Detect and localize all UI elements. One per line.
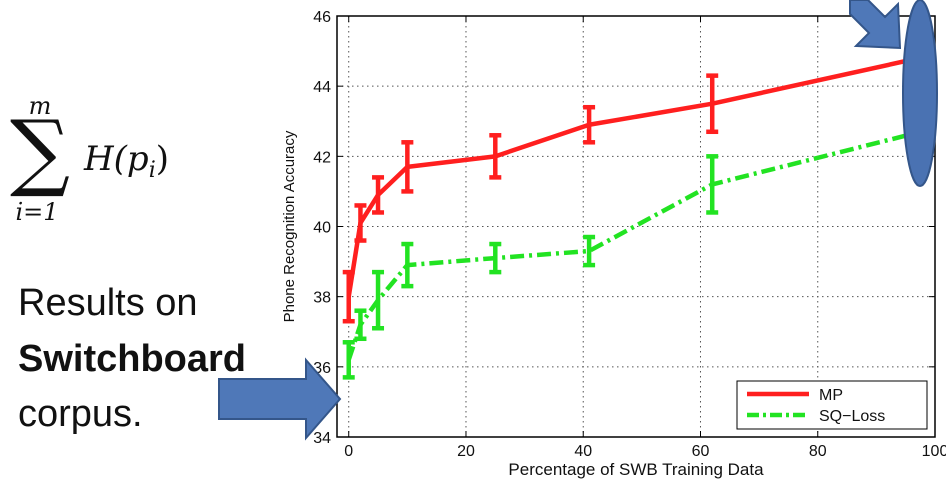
legend-label-sq: SQ−Loss xyxy=(819,408,885,425)
y-tick-label: 44 xyxy=(313,79,331,96)
caption-line-1: Results on xyxy=(18,282,198,324)
y-tick-label: 40 xyxy=(313,220,331,237)
x-tick-label: 40 xyxy=(574,443,592,460)
formula-upper-limit: m xyxy=(29,92,52,120)
x-tick-label: 20 xyxy=(457,443,475,460)
y-tick-label: 42 xyxy=(313,149,331,166)
series-line-sq xyxy=(346,126,936,361)
formula-subscript: i xyxy=(149,158,156,183)
legend-label-mp: MP xyxy=(819,387,843,404)
legend-box xyxy=(736,380,928,430)
formula-graphic: m ∑ i=1 H(pi) xyxy=(10,92,169,226)
caption-line-3: corpus. xyxy=(18,393,143,435)
axes-frame xyxy=(336,15,936,438)
x-tick-label: 0 xyxy=(344,443,353,460)
formula-body: H(pi) xyxy=(83,139,169,183)
formula-close-paren: ) xyxy=(156,139,169,179)
y-axis-label: Phone Recognition Accuracy xyxy=(281,130,298,322)
y-tick-label: 46 xyxy=(313,9,331,26)
x-tick-label: 80 xyxy=(809,443,827,460)
arrow-right-icon xyxy=(218,357,342,441)
arrow-down-right-icon xyxy=(849,0,902,50)
x-axis-label: Percentage of SWB Training Data xyxy=(508,460,764,479)
summation-formula: m ∑ i=1 H(pi) xyxy=(0,80,200,235)
series-line-mp xyxy=(346,52,936,298)
y-tick-label: 38 xyxy=(313,290,331,307)
y-tick-label: 34 xyxy=(313,430,331,447)
caption-line-2: Switchboard xyxy=(18,338,247,380)
x-tick-label: 100 xyxy=(922,443,946,460)
sigma-symbol: ∑ xyxy=(10,102,70,200)
highlight-ellipse xyxy=(902,0,938,187)
x-tick-label: 60 xyxy=(692,443,710,460)
formula-lower-limit: i=1 xyxy=(15,198,58,226)
formula-function: H(p xyxy=(83,139,149,179)
